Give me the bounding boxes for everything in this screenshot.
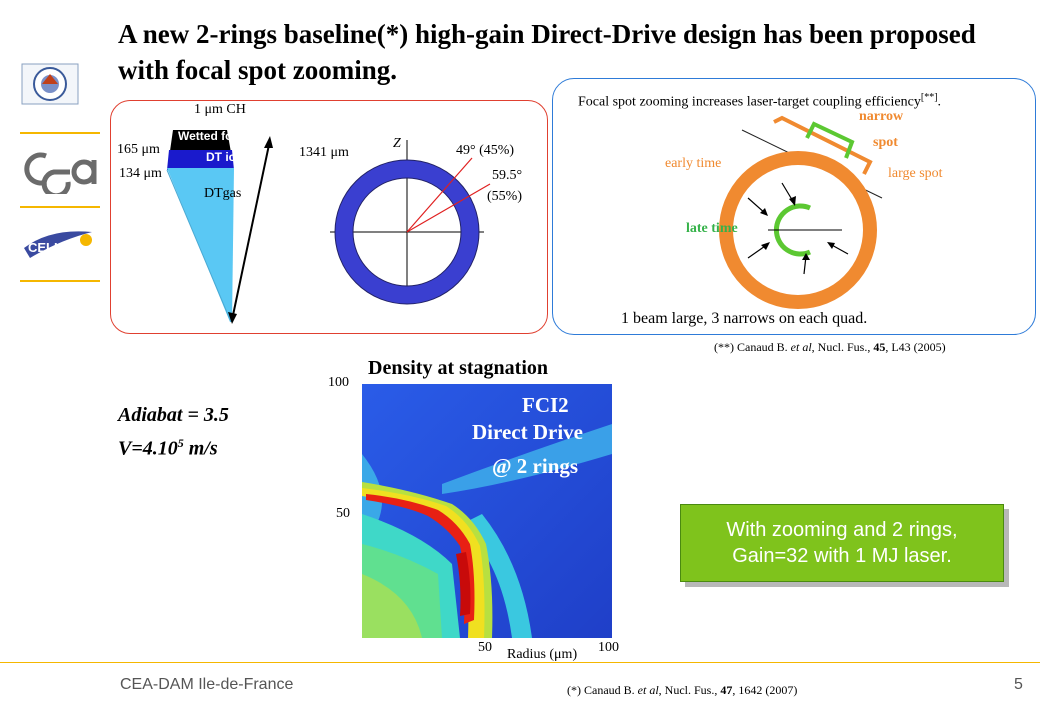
dt-gas-region — [167, 168, 234, 322]
radius-134-label: 134 μm — [119, 166, 162, 181]
density-plot-title: Density at stagnation — [368, 357, 549, 379]
cea-logo — [20, 146, 100, 199]
radius-1341-label: 1341 μm — [299, 145, 349, 160]
density-map — [362, 384, 612, 638]
logo-divider — [20, 206, 100, 208]
callout-line2: Gain=32 with 1 MJ laser. — [732, 545, 952, 567]
x-axis-label: Radius (μm) — [507, 647, 578, 662]
footer-organization: CEA-DAM Ile-de-France — [120, 676, 294, 693]
radius-165-label: 165 μm — [117, 142, 160, 157]
ch-layer-label: 1 μm CH — [194, 102, 246, 117]
radius-arrow — [231, 139, 271, 321]
angle-59-percent: (55%) — [487, 189, 522, 204]
late-time-label: late time — [686, 221, 738, 236]
spot-label: spot — [873, 135, 898, 150]
celia-logo-text: CELIA — [28, 240, 68, 255]
design-reference: (*) Canaud B. et al, Nucl. Fus., 47, 164… — [567, 683, 798, 697]
seal-icon — [20, 62, 79, 106]
z-axis-label: Z — [393, 136, 401, 151]
zooming-figure — [719, 115, 883, 309]
laser-arrows — [747, 182, 849, 275]
y-tick-50: 50 — [336, 506, 350, 521]
fci2-label: FCI2 — [522, 393, 569, 417]
callout-line1: With zooming and 2 rings, — [726, 519, 958, 541]
target-shell-ring — [335, 160, 479, 304]
target-design-figure — [166, 130, 491, 324]
x-tick-50: 50 — [478, 640, 492, 655]
direct-drive-label: Direct Drive — [472, 420, 583, 444]
footer-rule — [0, 662, 1040, 663]
zooming-description: Focal spot zooming increases laser-targe… — [578, 92, 942, 110]
gain-callout: With zooming and 2 rings, Gain=32 with 1… — [680, 504, 1004, 582]
beam-angle-59 — [406, 183, 491, 233]
large-spot-profile — [773, 115, 873, 175]
large-spot-label: large spot — [888, 166, 943, 181]
velocity-value: V=4.105 m/s — [118, 436, 218, 460]
early-time-shell — [719, 151, 877, 309]
dt-ice-layer — [167, 150, 234, 170]
logo-divider — [20, 132, 100, 134]
x-tick-100: 100 — [598, 640, 619, 655]
early-time-label: early time — [665, 156, 722, 171]
university-seal-logo — [20, 62, 80, 106]
zoom-reference: (**) Canaud B. et al, Nucl. Fus., 45, L4… — [714, 340, 946, 354]
target-design-panel — [110, 100, 548, 334]
adiabat-value: Adiabat = 3.5 — [118, 404, 229, 426]
cea-logo-icon — [24, 152, 97, 199]
beam-angle-49 — [406, 157, 473, 233]
two-rings-label: @ 2 rings — [492, 454, 579, 478]
angle-59-label: 59.5° — [492, 168, 523, 183]
angle-49-label: 49° (45%) — [456, 143, 515, 158]
page-number: 5 — [1014, 676, 1023, 693]
y-tick-100: 100 — [328, 375, 349, 390]
celia-logo-icon: CELIA — [24, 231, 92, 258]
slide-title: A new 2-rings baseline(*) high-gain Dire… — [118, 19, 976, 85]
celia-logo: CELIA — [20, 222, 100, 266]
dtgas-label: DTgas — [204, 186, 242, 201]
beam-caption: 1 beam large, 3 narrows on each quad. — [621, 310, 868, 327]
dt-ice-label: DT ice — [206, 150, 243, 164]
logo-divider — [20, 280, 100, 282]
narrow-spot-profile — [805, 121, 855, 159]
wetted-foam-label: Wetted foam — [178, 129, 250, 143]
zooming-panel — [552, 78, 1036, 335]
narrow-label: narrow — [859, 109, 904, 124]
